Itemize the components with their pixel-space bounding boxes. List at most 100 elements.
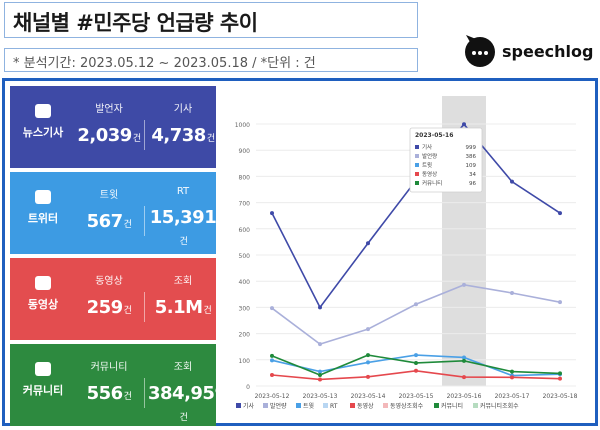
legend-swatch bbox=[434, 403, 439, 408]
data-point bbox=[366, 360, 370, 365]
tooltip-series-name: 커뮤니티 bbox=[422, 179, 442, 187]
chart-panel: 0 100 200 300 400 500 600 700 800 900 1000 2023-05-… bbox=[226, 86, 590, 420]
channel-name: 동영상 bbox=[27, 298, 59, 311]
tooltip-series-name: 발언량 bbox=[422, 152, 437, 160]
y-tick-label: 200 bbox=[239, 332, 251, 339]
metric-label: 조회 bbox=[173, 276, 193, 287]
page-title: 채널별 #민주당 언급량 추이 bbox=[13, 11, 258, 35]
data-point bbox=[414, 360, 418, 365]
data-point bbox=[366, 241, 370, 246]
y-tick-label: 600 bbox=[239, 227, 251, 234]
data-point bbox=[414, 353, 418, 358]
data-point bbox=[318, 369, 322, 374]
y-tick-label: 300 bbox=[239, 305, 251, 312]
tooltip-series-name: 트윗 bbox=[422, 161, 432, 169]
data-point bbox=[558, 300, 562, 305]
y-tick-label: 400 bbox=[239, 279, 251, 286]
data-point bbox=[318, 305, 322, 310]
metric-label: 기사 bbox=[173, 104, 193, 115]
metric-value: 259건 bbox=[86, 297, 132, 318]
data-point bbox=[318, 342, 322, 347]
metric-primary: 트윗 567건 bbox=[74, 186, 144, 232]
data-point bbox=[270, 358, 274, 363]
channel-name: 커뮤니티 bbox=[22, 384, 64, 397]
data-point bbox=[366, 353, 370, 358]
data-point bbox=[510, 290, 514, 295]
data-point bbox=[270, 372, 274, 377]
data-point bbox=[462, 355, 466, 360]
x-tick-label: 2023-05-17 bbox=[495, 393, 530, 400]
page-title-box: 채널별 #민주당 언급량 추이 bbox=[4, 2, 418, 38]
tooltip-swatch bbox=[415, 181, 419, 185]
data-point bbox=[510, 369, 514, 374]
data-point bbox=[510, 375, 514, 380]
data-point bbox=[558, 211, 562, 216]
y-tick-label: 100 bbox=[239, 358, 251, 365]
tooltip-box bbox=[409, 127, 483, 193]
data-point bbox=[462, 122, 466, 127]
metric-label: 동영상 bbox=[95, 276, 123, 287]
speech-bubble-icon bbox=[462, 33, 498, 69]
legend-label: 기사 bbox=[243, 402, 255, 410]
data-point bbox=[558, 376, 562, 381]
legend-label: 동영상조회수 bbox=[390, 402, 424, 410]
metric-secondary: RT 15,391건 bbox=[148, 186, 218, 249]
period-text: * 분석기간: 2023.05.12 ~ 2023.05.18 / *단위 : … bbox=[13, 56, 316, 71]
y-tick-label: 500 bbox=[239, 253, 251, 260]
channel-name: 트위터 bbox=[27, 212, 59, 225]
channel-card: 커뮤니티 커뮤니티 556건 조회 384,959건 bbox=[10, 344, 227, 426]
metric-value: 2,039건 bbox=[77, 125, 141, 146]
metric-label: 조회 bbox=[173, 362, 193, 373]
data-point bbox=[366, 374, 370, 379]
metric-divider bbox=[144, 292, 145, 322]
legend-label: RT bbox=[330, 403, 338, 410]
data-point bbox=[462, 375, 466, 380]
metric-label: 트윗 bbox=[99, 190, 119, 201]
channel-label-block: 트위터 bbox=[20, 186, 66, 226]
tooltip-swatch bbox=[415, 163, 419, 167]
y-tick-label: 900 bbox=[239, 148, 251, 155]
metric-value: 15,391건 bbox=[149, 207, 217, 247]
legend-swatch bbox=[350, 403, 355, 408]
legend-swatch bbox=[263, 403, 268, 408]
tooltip-value: 386 bbox=[466, 154, 477, 160]
metric-secondary: 기사 4,738건 bbox=[148, 100, 218, 146]
x-tick-label: 2023-05-14 bbox=[351, 393, 386, 400]
channel-card: 트위터 트윗 567건 RT 15,391건 bbox=[10, 172, 218, 254]
logo-text: speechlog bbox=[502, 41, 594, 61]
data-point bbox=[510, 179, 514, 184]
metric-value: 384,959건 bbox=[148, 383, 227, 423]
metric-primary: 발언자 2,039건 bbox=[74, 100, 144, 146]
legend-swatch bbox=[473, 403, 478, 408]
legend-label: 발언량 bbox=[270, 402, 287, 410]
twitter-icon bbox=[35, 190, 51, 204]
legend-label: 트윗 bbox=[303, 402, 315, 410]
data-point bbox=[270, 353, 274, 358]
metric-secondary: 조회 5.1M건 bbox=[148, 272, 218, 318]
metric-primary: 동영상 259건 bbox=[74, 272, 144, 318]
channel-card: 뉴스기사 발언자 2,039건 기사 4,738건 bbox=[10, 86, 216, 168]
metric-value: 5.1M건 bbox=[154, 297, 212, 318]
x-tick-label: 2023-05-15 bbox=[399, 393, 434, 400]
metric-label: 커뮤니티 bbox=[90, 362, 128, 373]
y-tick-label: 1000 bbox=[235, 122, 250, 129]
metric-value: 567건 bbox=[86, 211, 132, 232]
tooltip-series-name: 동영상 bbox=[422, 170, 437, 178]
tooltip-date: 2023-05-16 bbox=[415, 132, 453, 139]
x-tick-label: 2023-05-16 bbox=[447, 393, 482, 400]
data-point bbox=[318, 372, 322, 377]
data-point bbox=[558, 371, 562, 376]
channel-label-block: 동영상 bbox=[20, 272, 66, 312]
x-tick-label: 2023-05-12 bbox=[255, 393, 290, 400]
channel-name: 뉴스기사 bbox=[22, 126, 64, 139]
data-point bbox=[462, 282, 466, 287]
metric-divider bbox=[144, 378, 145, 408]
metric-secondary: 조회 384,959건 bbox=[148, 358, 227, 425]
legend-swatch bbox=[296, 403, 301, 408]
line-chart: 0 100 200 300 400 500 600 700 800 900 1000 2023-05-… bbox=[235, 96, 578, 410]
play-icon bbox=[35, 276, 51, 290]
channel-label-block: 커뮤니티 bbox=[20, 358, 66, 398]
period-box: * 분석기간: 2023.05.12 ~ 2023.05.18 / *단위 : … bbox=[4, 48, 418, 72]
data-point bbox=[270, 306, 274, 311]
chat-icon bbox=[35, 362, 51, 376]
